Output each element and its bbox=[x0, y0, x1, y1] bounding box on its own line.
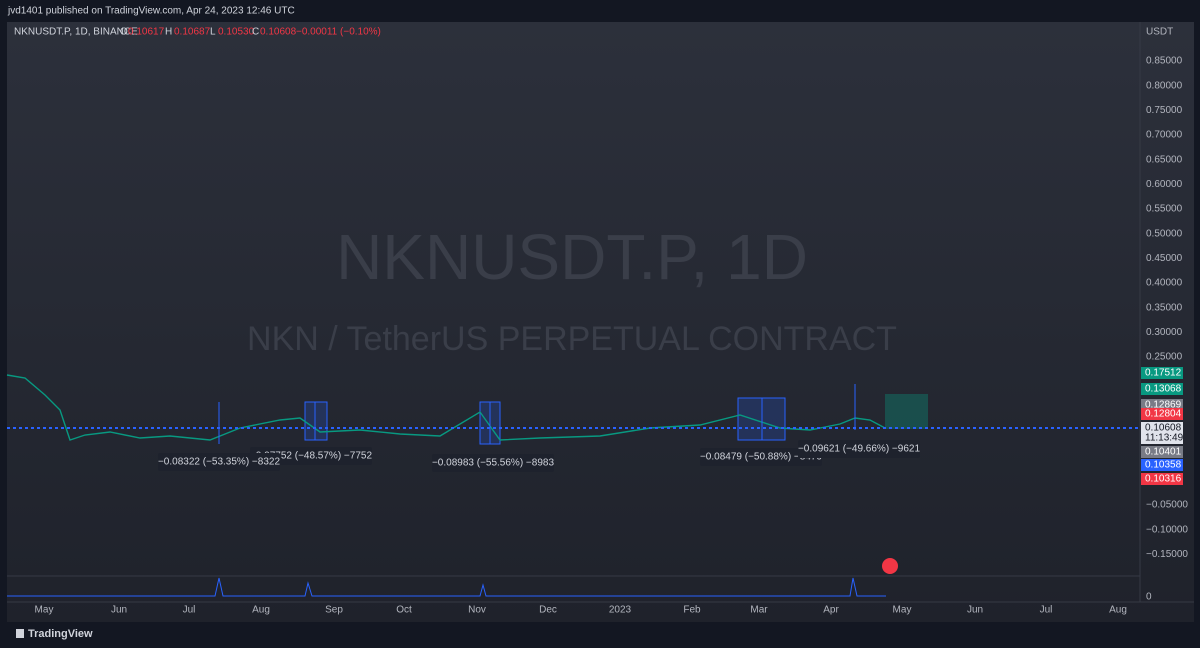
price-tag: 0.13068 bbox=[1145, 384, 1182, 395]
price-label: 0.75000 bbox=[1146, 105, 1183, 116]
price-label: 0.25000 bbox=[1146, 352, 1183, 363]
measure-label-bg bbox=[250, 447, 372, 465]
time-label: Aug bbox=[1109, 605, 1127, 616]
price-label: 0.55000 bbox=[1146, 204, 1183, 215]
price-trace bbox=[6, 374, 886, 441]
publisher: jvd1401 published on TradingView.com, Ap… bbox=[7, 6, 295, 17]
unit: USDT bbox=[1146, 27, 1173, 38]
price-tag: 0.12869 bbox=[1145, 400, 1182, 411]
measure-label-bg bbox=[798, 440, 920, 458]
h-value: 0.10687 bbox=[174, 27, 211, 38]
time-label: Jul bbox=[1040, 605, 1053, 616]
ohlc: O 0.10617 H 0.10687 L 0.10530 C 0.10608 … bbox=[120, 27, 381, 38]
measure-label-bg bbox=[700, 448, 822, 466]
time-label: Apr bbox=[823, 605, 839, 616]
time-label: May bbox=[35, 605, 54, 616]
o-value: 0.10617 bbox=[128, 27, 165, 38]
time-label: Oct bbox=[396, 605, 412, 616]
price-tag-bg bbox=[1141, 459, 1183, 471]
price-tag-bg bbox=[1141, 473, 1183, 485]
projection-box bbox=[885, 394, 928, 429]
price-tag: 0.10358 bbox=[1145, 460, 1182, 471]
time-label: 2023 bbox=[609, 605, 632, 616]
price-tag: 0.10316 bbox=[1145, 474, 1182, 485]
measure-label-bg bbox=[432, 454, 554, 472]
price-label: 0.50000 bbox=[1146, 228, 1183, 239]
time-label: Feb bbox=[683, 605, 701, 616]
time-label: Jul bbox=[183, 605, 196, 616]
time-label: May bbox=[893, 605, 912, 616]
price-label: 0.70000 bbox=[1146, 130, 1183, 141]
price-tag-bg bbox=[1141, 367, 1183, 379]
time-label: Dec bbox=[539, 605, 557, 616]
symbol-name: NKNUSDT.P, 1D, BINANCE bbox=[14, 27, 138, 38]
price-label: 0.35000 bbox=[1146, 302, 1183, 313]
range-box bbox=[304, 401, 328, 441]
measure-label: −0.09621 (−49.66%) −9621 bbox=[798, 444, 920, 455]
price-tag: 0.12804 bbox=[1145, 409, 1182, 420]
event-icon bbox=[882, 558, 898, 574]
watermark-desc: NKN / TetherUS PERPETUAL CONTRACT bbox=[247, 320, 897, 358]
volume-trace bbox=[7, 577, 886, 597]
measure-label: −0.08322 (−53.35%) −8322 bbox=[158, 457, 280, 468]
price-label: 0.30000 bbox=[1146, 327, 1183, 338]
watermark-symbol: NKNUSDT.P, 1D bbox=[336, 221, 808, 293]
measure-label: −0.08479 (−50.88%) −8479 bbox=[700, 452, 822, 463]
logo-icon bbox=[16, 629, 24, 638]
l-label: L bbox=[210, 27, 216, 38]
price-label: 0.40000 bbox=[1146, 278, 1183, 289]
o-label: O bbox=[120, 27, 128, 38]
l-value: 0.10530 bbox=[218, 27, 255, 38]
measure-label: −0.07752 (−48.57%) −7752 bbox=[250, 451, 372, 462]
price-tag: 0.10401 bbox=[1145, 447, 1182, 458]
h-label: H bbox=[165, 27, 172, 38]
price-label: 0.45000 bbox=[1146, 253, 1183, 264]
chart-pane bbox=[7, 22, 1194, 622]
measure-label: −0.08983 (−55.56%) −8983 bbox=[432, 458, 554, 469]
volume-zero: 0 bbox=[1146, 592, 1152, 603]
time-label: Mar bbox=[750, 605, 768, 616]
countdown: 11:13:49 bbox=[1145, 433, 1184, 444]
price-label: 0.65000 bbox=[1146, 154, 1183, 165]
time-label: Jun bbox=[967, 605, 983, 616]
time-label: Nov bbox=[468, 605, 486, 616]
drawings bbox=[6, 374, 1140, 638]
price-label: −0.05000 bbox=[1146, 500, 1188, 511]
price-label: 0.85000 bbox=[1146, 56, 1183, 67]
time-label: Sep bbox=[325, 605, 343, 616]
price-tag-bg bbox=[1141, 422, 1183, 444]
footer-brand: TradingView bbox=[28, 628, 93, 640]
price-label: 0.60000 bbox=[1146, 179, 1183, 190]
time-label: Jun bbox=[111, 605, 127, 616]
time-label: Aug bbox=[252, 605, 270, 616]
price-label: −0.10000 bbox=[1146, 524, 1188, 535]
c-value: 0.10608 bbox=[260, 27, 297, 38]
c-label: C bbox=[252, 27, 259, 38]
price-tag-bg bbox=[1141, 383, 1183, 395]
price-tag: 0.10608 bbox=[1145, 423, 1182, 434]
price-label: −0.15000 bbox=[1146, 549, 1188, 560]
price-tag-bg bbox=[1141, 446, 1183, 458]
price-tag-bg bbox=[1141, 408, 1183, 420]
measure-label-bg bbox=[158, 453, 280, 471]
price-tag: 0.17512 bbox=[1145, 368, 1182, 379]
change: −0.00011 (−0.10%) bbox=[296, 27, 381, 38]
price-label: 0.80000 bbox=[1146, 80, 1183, 91]
